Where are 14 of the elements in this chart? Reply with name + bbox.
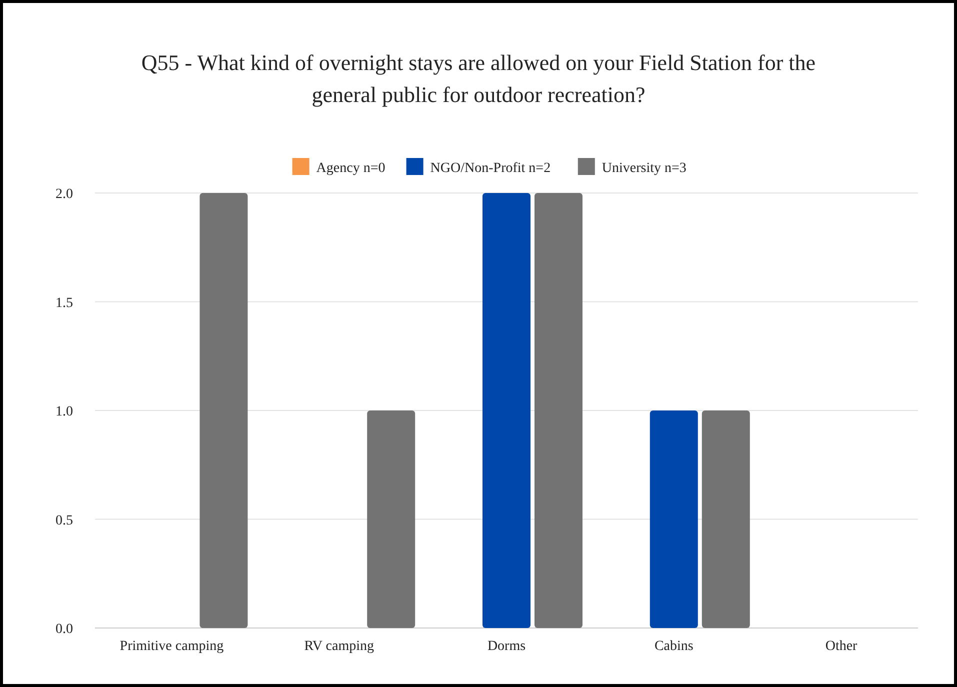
x-tick-label: Primitive camping: [120, 639, 224, 654]
x-tick-label: Cabins: [654, 639, 694, 654]
y-tick-label: 1.5: [56, 296, 73, 311]
chart-title: Q55 - What kind of overnight stays are allowed on your Field Station for the general public for outdoor recreation?: [141, 50, 816, 107]
x-tick-label: RV camping: [304, 639, 374, 654]
y-tick-label: 2.0: [56, 187, 73, 202]
x-tick-label: Dorms: [487, 639, 526, 654]
legend-label: NGO/Non-Profit n=2: [430, 161, 551, 176]
x-tick-label: Other: [825, 639, 858, 654]
legend-label: University n=3: [602, 161, 686, 176]
y-tick-label: 0.5: [56, 513, 73, 528]
y-tick-label: 0.0: [56, 622, 73, 637]
legend-label: Agency n=0: [316, 161, 386, 176]
y-tick-label: 1.0: [56, 404, 73, 420]
